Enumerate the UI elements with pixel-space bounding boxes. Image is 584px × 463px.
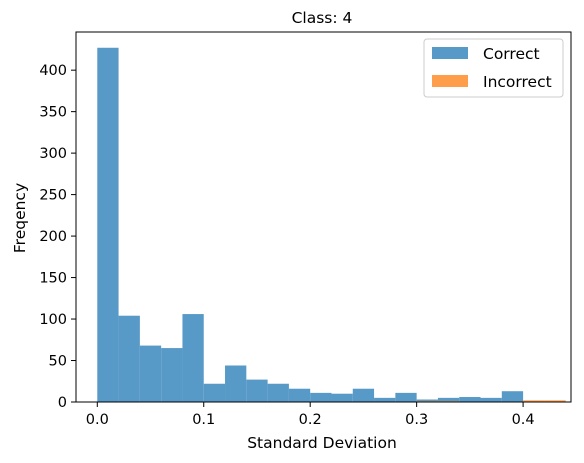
legend: Correct Incorrect bbox=[423, 38, 564, 98]
bar-correct-4 bbox=[182, 314, 204, 402]
bar-incorrect-3 bbox=[544, 400, 566, 402]
bars-layer bbox=[97, 47, 566, 403]
y-tick-label: 400 bbox=[39, 63, 67, 79]
legend-swatch-incorrect bbox=[432, 75, 468, 87]
x-axis-ticks: 0.0 0.1 0.2 0.3 0.4 bbox=[86, 402, 535, 428]
y-tick-label: 150 bbox=[39, 271, 67, 287]
bar-incorrect-2 bbox=[523, 400, 545, 402]
legend-swatch-correct bbox=[432, 47, 468, 59]
y-tick-label: 0 bbox=[58, 395, 67, 411]
legend-label-incorrect: Incorrect bbox=[483, 73, 552, 91]
bar-correct-19 bbox=[501, 391, 524, 402]
x-tick-label: 0.4 bbox=[512, 412, 535, 428]
x-axis-label: Standard Deviation bbox=[247, 434, 397, 452]
x-tick-label: 0.0 bbox=[86, 412, 109, 428]
bar-correct-1 bbox=[118, 315, 140, 402]
bar-correct-10 bbox=[310, 392, 332, 402]
bar-correct-15 bbox=[416, 399, 438, 402]
bar-correct-3 bbox=[161, 348, 183, 402]
bar-correct-0 bbox=[97, 47, 119, 403]
y-axis-ticks: 0 50 100 150 200 250 300 350 400 bbox=[39, 63, 76, 411]
chart-title: Class: 4 bbox=[292, 9, 353, 27]
bar-correct-9 bbox=[288, 388, 311, 402]
bar-correct-2 bbox=[139, 345, 162, 402]
legend-label-correct: Correct bbox=[483, 45, 540, 63]
bar-correct-17 bbox=[459, 397, 481, 402]
bar-correct-18 bbox=[480, 397, 502, 402]
bar-correct-12 bbox=[352, 388, 375, 402]
plot-frame bbox=[75, 31, 572, 403]
bar-correct-8 bbox=[267, 383, 289, 402]
bar-correct-5 bbox=[203, 383, 226, 402]
y-tick-label: 350 bbox=[39, 105, 67, 121]
y-tick-label: 100 bbox=[39, 312, 67, 328]
x-tick-label: 0.2 bbox=[299, 412, 322, 428]
y-axis-label: Freqency bbox=[11, 183, 29, 253]
bar-correct-6 bbox=[225, 365, 247, 402]
x-tick-label: 0.3 bbox=[405, 412, 428, 428]
bar-correct-11 bbox=[331, 393, 353, 402]
y-tick-label: 300 bbox=[39, 146, 67, 162]
y-tick-label: 250 bbox=[39, 188, 67, 204]
bar-correct-14 bbox=[395, 392, 417, 402]
bar-correct-7 bbox=[246, 379, 268, 402]
bar-correct-16 bbox=[437, 397, 460, 402]
x-tick-label: 0.1 bbox=[192, 412, 215, 428]
y-tick-label: 50 bbox=[49, 354, 67, 370]
bar-correct-13 bbox=[374, 397, 396, 402]
y-tick-label: 200 bbox=[39, 229, 67, 245]
